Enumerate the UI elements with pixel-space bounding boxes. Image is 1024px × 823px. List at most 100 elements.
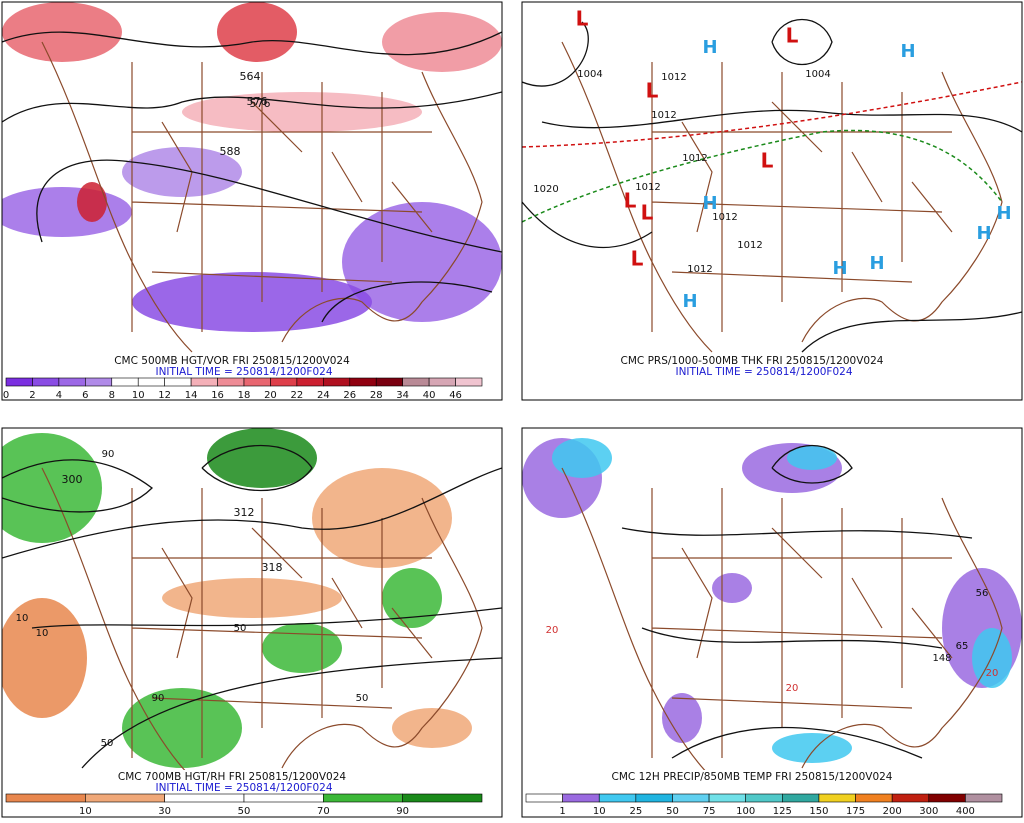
map-label: 10: [36, 628, 49, 639]
field-shading: [382, 12, 502, 72]
map-label: 576: [250, 97, 271, 110]
colorbar-swatch: [708, 793, 746, 803]
map-label: 148: [932, 653, 951, 664]
colorbar-swatch: [562, 793, 600, 803]
contour: [621, 527, 973, 539]
panel-border: [521, 1, 1023, 401]
colorbar-label: 70: [317, 806, 330, 817]
contour: [2, 91, 502, 123]
contour: [321, 281, 493, 323]
colorbar-label: 8: [109, 390, 115, 401]
map-label: 1012: [687, 264, 712, 275]
map-area: 300 312 318 90 90 50 50 50 10 10: [2, 428, 502, 770]
colorbar-label: 300: [919, 806, 938, 817]
map-label: 1012: [682, 153, 707, 164]
colorbar-label: 46: [449, 390, 462, 401]
map-label: 1004: [805, 69, 830, 80]
colorbar-swatch: [855, 793, 893, 803]
thickness-contour: [522, 81, 1022, 148]
colorbar-swatch: [137, 377, 165, 387]
map-area: 20 20 20 65 56 148: [522, 438, 1022, 770]
colorbar-label: 26: [343, 390, 356, 401]
panel-border: [1, 427, 503, 818]
map-panel: 20 20 20 65 56 148 CMC 12H PRECIP/850MB TEMP F…: [521, 427, 1023, 818]
colorbar-swatch: [672, 793, 710, 803]
map-label: 1012: [635, 182, 660, 193]
colorbar-swatch: [5, 793, 86, 803]
map-label: 56: [976, 588, 989, 599]
contour: [801, 311, 1022, 353]
contour: [201, 444, 313, 492]
colorbar-label: 24: [317, 390, 330, 401]
colorbar-label: 18: [238, 390, 251, 401]
map-label: 1004: [577, 69, 602, 80]
map-label: 90: [102, 449, 115, 460]
colorbar-swatch: [402, 793, 483, 803]
state-boundaries: [561, 467, 1003, 770]
map-label: H: [702, 193, 717, 214]
field-shading: [122, 147, 242, 197]
contour: [522, 201, 653, 249]
colorbar-swatch: [349, 377, 377, 387]
colorbar-swatch: [164, 377, 192, 387]
map-label: 20: [546, 625, 559, 636]
panel-caption: CMC PRS/1000-500MB THK FRI 250815/1200V0…: [621, 355, 884, 367]
colorbar-swatch: [111, 377, 139, 387]
colorbar-label: 2: [29, 390, 35, 401]
field-shading: [162, 578, 342, 618]
colorbar-swatch: [270, 377, 298, 387]
map-label: 1020: [533, 184, 558, 195]
field-shading: [392, 708, 472, 748]
colorbar-swatch: [965, 793, 1003, 803]
colorbar-swatch: [5, 377, 33, 387]
colorbar-label: 50: [238, 806, 251, 817]
colorbar-label: 10: [593, 806, 606, 817]
contour: [81, 657, 502, 769]
colorbar-swatch: [818, 793, 856, 803]
colorbar-label: 28: [370, 390, 383, 401]
contour: [541, 109, 1022, 133]
map-label: 90: [152, 693, 165, 704]
colorbar-swatch: [323, 793, 403, 803]
colorbar-label: 40: [423, 390, 436, 401]
panel-caption: CMC 700MB HGT/RH FRI 250815/1200V024: [118, 771, 346, 783]
colorbar-label: 4: [56, 390, 62, 401]
contour: [522, 21, 589, 87]
field-shading: [712, 573, 752, 603]
colorbar-swatch: [296, 377, 324, 387]
colorbar-label: 150: [809, 806, 828, 817]
map-label: 1012: [737, 240, 762, 251]
map-label: 1012: [661, 72, 686, 83]
field-shading: [182, 92, 422, 132]
colorbar-label: 25: [629, 806, 642, 817]
field-shading: [132, 272, 372, 332]
contour: [2, 31, 502, 56]
colorbar-label: 90: [396, 806, 409, 817]
contour: [641, 627, 943, 649]
colorbar-label: 0: [3, 390, 9, 401]
colorbar-swatch: [85, 793, 165, 803]
map-label: H: [996, 203, 1011, 224]
map-label: 312: [234, 506, 255, 519]
map-label: 1012: [651, 110, 676, 121]
panel-caption: CMC 500MB HGT/VOR FRI 250815/1200V024: [114, 355, 350, 367]
map-label: 50: [356, 693, 369, 704]
map-label: H: [900, 41, 915, 62]
initial-time: INITIAL TIME = 250814/1200F024: [675, 366, 852, 378]
colorbar-label: 400: [956, 806, 975, 817]
colorbar-label: 75: [703, 806, 716, 817]
field-shading: [382, 568, 442, 628]
contour: [771, 445, 853, 484]
map-label: L: [646, 79, 659, 103]
colorbar-swatch: [375, 377, 403, 387]
contour: [31, 607, 502, 629]
panel-border: [521, 427, 1023, 818]
field-shading: [552, 438, 612, 478]
map-label: H: [682, 291, 697, 312]
map-label: 588: [220, 145, 241, 158]
